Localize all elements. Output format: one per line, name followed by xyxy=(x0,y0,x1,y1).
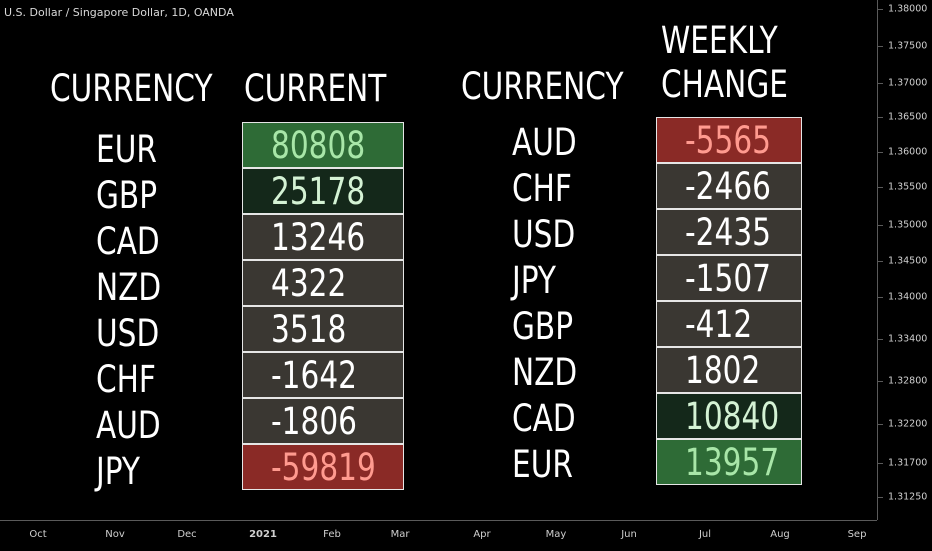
currency-code: JPY xyxy=(96,450,141,493)
currency-code: GBP xyxy=(96,174,158,217)
price-label: 1.37500 xyxy=(888,40,928,52)
currency-code: CAD xyxy=(512,397,576,440)
value-text: -1806 xyxy=(271,399,358,443)
price-tick xyxy=(878,117,883,118)
price-tick xyxy=(878,83,883,84)
value-text: 1802 xyxy=(685,348,761,392)
price-label: 1.31700 xyxy=(888,457,928,469)
currency-code: EUR xyxy=(96,128,157,171)
price-tick xyxy=(878,497,883,498)
value-cell: 80808 xyxy=(242,122,404,168)
time-label: May xyxy=(545,529,567,540)
price-label: 1.35500 xyxy=(888,181,928,193)
time-label: Oct xyxy=(29,529,47,540)
currency-code: GBP xyxy=(512,305,574,348)
price-tick xyxy=(878,46,883,47)
value-text: -1507 xyxy=(685,256,772,300)
currency-code: NZD xyxy=(96,266,162,309)
value-cell: 3518 xyxy=(242,306,404,352)
price-axis[interactable]: 1.38000 1.37500 1.37000 1.36500 1.36000 1.355… xyxy=(877,0,932,520)
price-label: 1.35000 xyxy=(888,219,928,231)
value-cell: -59819 xyxy=(242,444,404,490)
time-label: Apr xyxy=(473,529,491,540)
value-text: -2466 xyxy=(685,164,772,208)
time-label: Jun xyxy=(621,529,637,540)
value-text: 13957 xyxy=(685,440,780,484)
currency-code: CHF xyxy=(512,167,572,210)
price-tick xyxy=(878,297,883,298)
currency-code: USD xyxy=(512,213,576,256)
currency-code: USD xyxy=(96,312,160,355)
value-cell: 25178 xyxy=(242,168,404,214)
value-cell: 13246 xyxy=(242,214,404,260)
currency-code: AUD xyxy=(96,404,161,447)
time-label: 2021 xyxy=(249,529,277,540)
value-cell: -2435 xyxy=(656,209,802,255)
left-currency-header: CURRENCY xyxy=(50,67,213,110)
price-label: 1.34000 xyxy=(888,291,928,303)
price-tick xyxy=(878,9,883,10)
right-currency-header: CURRENCY xyxy=(461,65,624,108)
value-cell: -2466 xyxy=(656,163,802,209)
currency-code: AUD xyxy=(512,121,577,164)
time-label: Mar xyxy=(390,529,410,540)
value-text: 80808 xyxy=(271,123,366,167)
currency-code: EUR xyxy=(512,443,573,486)
value-text: 10840 xyxy=(685,394,780,438)
value-cell: 1802 xyxy=(656,347,802,393)
price-tick xyxy=(878,381,883,382)
value-text: 25178 xyxy=(271,169,366,213)
value-cell: 13957 xyxy=(656,439,802,485)
price-label: 1.33400 xyxy=(888,333,928,345)
price-tick xyxy=(878,187,883,188)
value-cell: 4322 xyxy=(242,260,404,306)
currency-code: NZD xyxy=(512,351,578,394)
price-label: 1.34500 xyxy=(888,255,928,267)
value-text: -5565 xyxy=(685,118,772,162)
symbol-title: U.S. Dollar / Singapore Dollar, 1D, OAND… xyxy=(4,6,234,19)
price-label: 1.32200 xyxy=(888,418,928,430)
currency-code: CAD xyxy=(96,220,160,263)
currency-code: JPY xyxy=(512,259,557,302)
value-text: -412 xyxy=(685,302,753,346)
value-text: -2435 xyxy=(685,210,772,254)
time-label: Sep xyxy=(847,529,867,540)
value-cell: -1642 xyxy=(242,352,404,398)
price-label: 1.32800 xyxy=(888,375,928,387)
price-tick xyxy=(878,339,883,340)
right-change-header: CHANGE xyxy=(661,63,788,106)
value-text: -59819 xyxy=(271,445,376,489)
value-text: 4322 xyxy=(271,261,347,305)
value-text: -1642 xyxy=(271,353,358,397)
value-cell: -5565 xyxy=(656,117,802,163)
right-weekly-header: WEEKLY xyxy=(661,19,778,62)
time-axis[interactable]: Oct Nov Dec 2021 Feb Mar Apr May Jun Jul Aug Sep xyxy=(0,520,877,551)
price-label: 1.36000 xyxy=(888,146,928,158)
time-label: Jul xyxy=(698,529,712,540)
price-label: 1.36500 xyxy=(888,111,928,123)
price-label: 1.31250 xyxy=(888,491,928,503)
value-text: 13246 xyxy=(271,215,366,259)
currency-code: CHF xyxy=(96,358,156,401)
value-cell: -1507 xyxy=(656,255,802,301)
value-cell: -1806 xyxy=(242,398,404,444)
time-label: Feb xyxy=(323,529,341,540)
value-cell: -412 xyxy=(656,301,802,347)
price-label: 1.38000 xyxy=(888,3,928,15)
value-cell: 10840 xyxy=(656,393,802,439)
price-tick xyxy=(878,424,883,425)
value-text: 3518 xyxy=(271,307,347,351)
time-label: Dec xyxy=(177,529,197,540)
price-tick xyxy=(878,463,883,464)
time-label: Aug xyxy=(770,529,790,540)
left-current-header: CURRENT xyxy=(244,67,387,110)
price-label: 1.37000 xyxy=(888,77,928,89)
price-tick xyxy=(878,152,883,153)
price-tick xyxy=(878,261,883,262)
price-tick xyxy=(878,225,883,226)
time-label: Nov xyxy=(105,529,125,540)
